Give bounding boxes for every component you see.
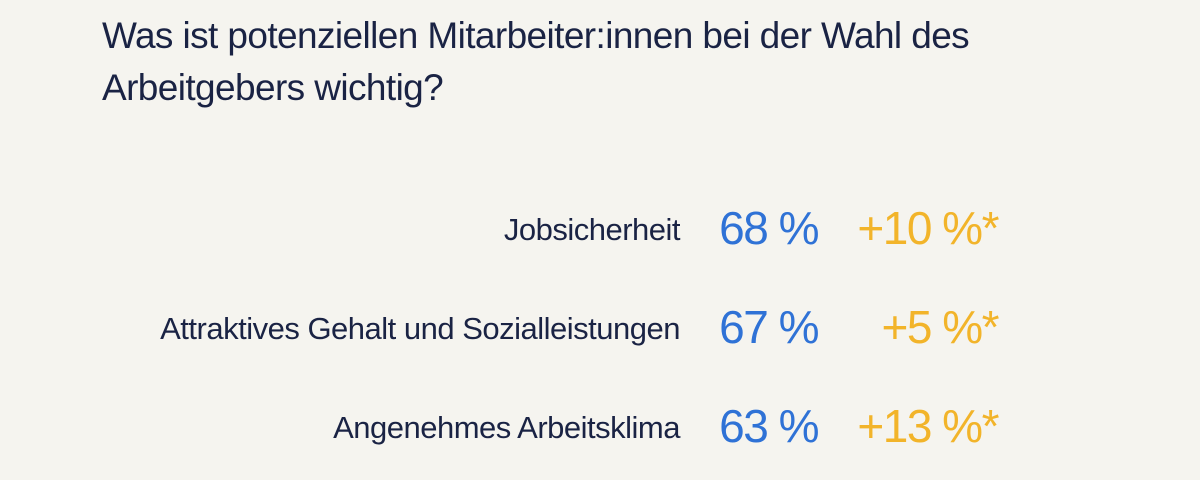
row-value: 67 % (719, 301, 819, 353)
row-label: Attraktives Gehalt und Sozialleistungen (160, 311, 680, 346)
row-value: 63 % (719, 400, 819, 452)
row-label: Angenehmes Arbeitsklima (333, 410, 680, 445)
row-change: +5 %* (881, 301, 999, 353)
row-change: +13 %* (857, 400, 999, 452)
chart-title: Was ist potenziellen Mitarbeiter:innen b… (102, 15, 970, 108)
row-change: +10 %* (857, 202, 999, 254)
table-row-gehalt: Attraktives Gehalt und Sozialleistungen … (0, 297, 1200, 357)
table-row-jobsicherheit: Jobsicherheit 68 % +10 %* (0, 198, 1200, 258)
row-value: 68 % (719, 202, 819, 254)
table-row-arbeitsklima: Angenehmes Arbeitsklima 63 % +13 %* (0, 396, 1200, 456)
row-label: Jobsicherheit (503, 212, 681, 247)
